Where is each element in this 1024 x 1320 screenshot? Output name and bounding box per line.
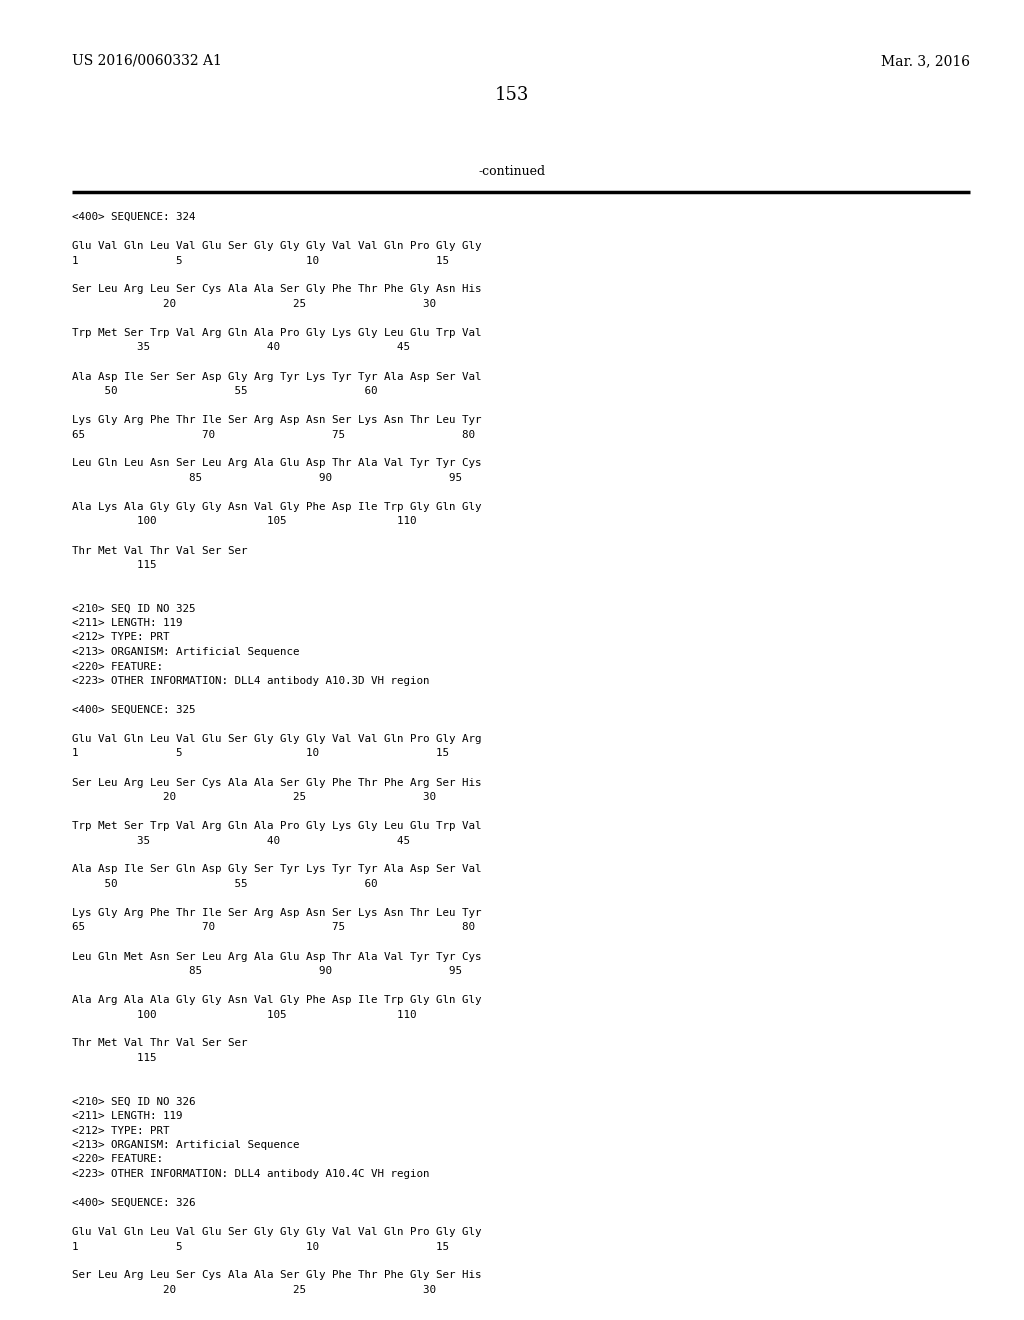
Text: 35                  40                  45: 35 40 45 — [72, 342, 410, 352]
Text: 1               5                   10                  15: 1 5 10 15 — [72, 748, 449, 759]
Text: <220> FEATURE:: <220> FEATURE: — [72, 1155, 163, 1164]
Text: 20                  25                  30: 20 25 30 — [72, 300, 436, 309]
Text: 115: 115 — [72, 1053, 157, 1063]
Text: Thr Met Val Thr Val Ser Ser: Thr Met Val Thr Val Ser Ser — [72, 1039, 248, 1048]
Text: Glu Val Gln Leu Val Glu Ser Gly Gly Gly Val Val Gln Pro Gly Gly: Glu Val Gln Leu Val Glu Ser Gly Gly Gly … — [72, 242, 481, 251]
Text: Ala Asp Ile Ser Ser Asp Gly Arg Tyr Lys Tyr Tyr Ala Asp Ser Val: Ala Asp Ile Ser Ser Asp Gly Arg Tyr Lys … — [72, 371, 481, 381]
Text: <213> ORGANISM: Artificial Sequence: <213> ORGANISM: Artificial Sequence — [72, 647, 299, 657]
Text: <212> TYPE: PRT: <212> TYPE: PRT — [72, 1126, 170, 1135]
Text: 153: 153 — [495, 86, 529, 104]
Text: Trp Met Ser Trp Val Arg Gln Ala Pro Gly Lys Gly Leu Glu Trp Val: Trp Met Ser Trp Val Arg Gln Ala Pro Gly … — [72, 821, 481, 832]
Text: 65                  70                  75                  80: 65 70 75 80 — [72, 429, 475, 440]
Text: 20                  25                  30: 20 25 30 — [72, 1284, 436, 1295]
Text: 85                  90                  95: 85 90 95 — [72, 473, 462, 483]
Text: 50                  55                  60: 50 55 60 — [72, 385, 378, 396]
Text: <400> SEQUENCE: 325: <400> SEQUENCE: 325 — [72, 705, 196, 715]
Text: <223> OTHER INFORMATION: DLL4 antibody A10.4C VH region: <223> OTHER INFORMATION: DLL4 antibody A… — [72, 1170, 429, 1179]
Text: 35                  40                  45: 35 40 45 — [72, 836, 410, 846]
Text: <210> SEQ ID NO 325: <210> SEQ ID NO 325 — [72, 603, 196, 614]
Text: 65                  70                  75                  80: 65 70 75 80 — [72, 923, 475, 932]
Text: <211> LENGTH: 119: <211> LENGTH: 119 — [72, 618, 182, 628]
Text: US 2016/0060332 A1: US 2016/0060332 A1 — [72, 54, 222, 69]
Text: Ala Asp Ile Ser Gln Asp Gly Ser Tyr Lys Tyr Tyr Ala Asp Ser Val: Ala Asp Ile Ser Gln Asp Gly Ser Tyr Lys … — [72, 865, 481, 874]
Text: 85                  90                  95: 85 90 95 — [72, 966, 462, 975]
Text: <213> ORGANISM: Artificial Sequence: <213> ORGANISM: Artificial Sequence — [72, 1140, 299, 1150]
Text: 115: 115 — [72, 560, 157, 570]
Text: <211> LENGTH: 119: <211> LENGTH: 119 — [72, 1111, 182, 1121]
Text: Leu Gln Leu Asn Ser Leu Arg Ala Glu Asp Thr Ala Val Tyr Tyr Cys: Leu Gln Leu Asn Ser Leu Arg Ala Glu Asp … — [72, 458, 481, 469]
Text: Ser Leu Arg Leu Ser Cys Ala Ala Ser Gly Phe Thr Phe Arg Ser His: Ser Leu Arg Leu Ser Cys Ala Ala Ser Gly … — [72, 777, 481, 788]
Text: Ser Leu Arg Leu Ser Cys Ala Ala Ser Gly Phe Thr Phe Gly Ser His: Ser Leu Arg Leu Ser Cys Ala Ala Ser Gly … — [72, 1270, 481, 1280]
Text: Glu Val Gln Leu Val Glu Ser Gly Gly Gly Val Val Gln Pro Gly Gly: Glu Val Gln Leu Val Glu Ser Gly Gly Gly … — [72, 1228, 481, 1237]
Text: <400> SEQUENCE: 326: <400> SEQUENCE: 326 — [72, 1199, 196, 1208]
Text: <212> TYPE: PRT: <212> TYPE: PRT — [72, 632, 170, 643]
Text: <210> SEQ ID NO 326: <210> SEQ ID NO 326 — [72, 1097, 196, 1106]
Text: 100                 105                 110: 100 105 110 — [72, 516, 417, 527]
Text: Lys Gly Arg Phe Thr Ile Ser Arg Asp Asn Ser Lys Asn Thr Leu Tyr: Lys Gly Arg Phe Thr Ile Ser Arg Asp Asn … — [72, 908, 481, 917]
Text: -continued: -continued — [478, 165, 546, 178]
Text: Glu Val Gln Leu Val Glu Ser Gly Gly Gly Val Val Gln Pro Gly Arg: Glu Val Gln Leu Val Glu Ser Gly Gly Gly … — [72, 734, 481, 744]
Text: Thr Met Val Thr Val Ser Ser: Thr Met Val Thr Val Ser Ser — [72, 545, 248, 556]
Text: 20                  25                  30: 20 25 30 — [72, 792, 436, 803]
Text: Ser Leu Arg Leu Ser Cys Ala Ala Ser Gly Phe Thr Phe Gly Asn His: Ser Leu Arg Leu Ser Cys Ala Ala Ser Gly … — [72, 285, 481, 294]
Text: Ala Arg Ala Ala Gly Gly Asn Val Gly Phe Asp Ile Trp Gly Gln Gly: Ala Arg Ala Ala Gly Gly Asn Val Gly Phe … — [72, 995, 481, 1005]
Text: Ala Lys Ala Gly Gly Gly Asn Val Gly Phe Asp Ile Trp Gly Gln Gly: Ala Lys Ala Gly Gly Gly Asn Val Gly Phe … — [72, 502, 481, 512]
Text: 1               5                   10                  15: 1 5 10 15 — [72, 1242, 449, 1251]
Text: 50                  55                  60: 50 55 60 — [72, 879, 378, 888]
Text: <220> FEATURE:: <220> FEATURE: — [72, 661, 163, 672]
Text: Lys Gly Arg Phe Thr Ile Ser Arg Asp Asn Ser Lys Asn Thr Leu Tyr: Lys Gly Arg Phe Thr Ile Ser Arg Asp Asn … — [72, 414, 481, 425]
Text: Trp Met Ser Trp Val Arg Gln Ala Pro Gly Lys Gly Leu Glu Trp Val: Trp Met Ser Trp Val Arg Gln Ala Pro Gly … — [72, 327, 481, 338]
Text: 1               5                   10                  15: 1 5 10 15 — [72, 256, 449, 265]
Text: <400> SEQUENCE: 324: <400> SEQUENCE: 324 — [72, 213, 196, 222]
Text: Mar. 3, 2016: Mar. 3, 2016 — [881, 54, 970, 69]
Text: 100                 105                 110: 100 105 110 — [72, 1010, 417, 1019]
Text: <223> OTHER INFORMATION: DLL4 antibody A10.3D VH region: <223> OTHER INFORMATION: DLL4 antibody A… — [72, 676, 429, 686]
Text: Leu Gln Met Asn Ser Leu Arg Ala Glu Asp Thr Ala Val Tyr Tyr Cys: Leu Gln Met Asn Ser Leu Arg Ala Glu Asp … — [72, 952, 481, 961]
